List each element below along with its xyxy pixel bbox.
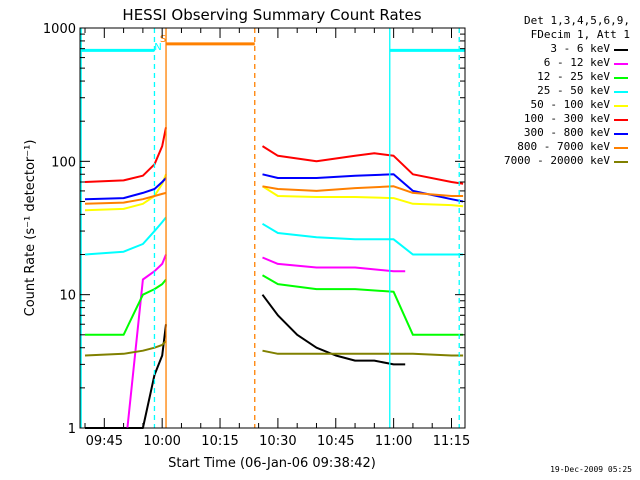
legend-label: 300 - 800 keV [523, 126, 610, 139]
legend-label: 25 - 50 keV [537, 84, 610, 97]
legend-swatch [614, 77, 628, 79]
series-line [84, 216, 464, 256]
timestamp-footer: 19-Dec-2009 05:25 [550, 465, 632, 474]
time-markers [80, 28, 460, 428]
legend-entry: 6 - 12 keV [486, 56, 636, 70]
legend-label: 800 - 7000 keV [517, 140, 610, 153]
marker-label: S [160, 34, 166, 45]
y-tick-label: 1000 [43, 22, 76, 37]
x-tick-label: 10:15 [201, 434, 238, 449]
series-line [84, 185, 464, 205]
legend-swatch [614, 133, 628, 135]
legend-swatch [614, 91, 628, 93]
legend-entry: 3 - 6 keV [486, 42, 636, 56]
y-tick-label: 10 [59, 289, 76, 304]
legend-swatch [614, 105, 628, 107]
y-tick-label: 100 [51, 155, 76, 170]
y-tick-label: 1 [68, 422, 76, 437]
x-tick-label: 10:00 [143, 434, 180, 449]
legend-swatch [614, 161, 628, 163]
x-axis-label: Start Time (06-Jan-06 09:38:42) [168, 456, 376, 471]
series-line [85, 274, 464, 336]
legend-entry: 25 - 50 keV [486, 84, 636, 98]
legend-entry: 100 - 300 keV [486, 112, 636, 126]
legend-entry: 7000 - 20000 keV [486, 154, 636, 168]
legend-entry: 300 - 800 keV [486, 126, 636, 140]
legend-entry: 12 - 25 keV [486, 70, 636, 84]
legend-label: 6 - 12 keV [543, 56, 610, 69]
plot-frame [79, 27, 466, 429]
chart-title: HESSI Observing Summary Count Rates [122, 6, 421, 24]
legend-header-line: FDecim 1, Att 1 [530, 28, 630, 41]
legend-label: 100 - 300 keV [523, 112, 610, 125]
series-line [84, 340, 464, 357]
x-tick-label: 11:00 [375, 434, 412, 449]
legend-header-line: Det 1,3,4,5,6,9, [524, 14, 630, 27]
x-tick-label: 10:45 [317, 434, 354, 449]
series-lines [84, 127, 464, 429]
x-tick-label: 09:45 [86, 434, 123, 449]
legend-label: 3 - 6 keV [550, 42, 610, 55]
legend-header: Det 1,3,4,5,6,9, FDecim 1, Att 1 [450, 14, 630, 42]
legend-swatch [614, 147, 628, 149]
axes: 1 10 100 1000 09:45 10:00 10:15 10:30 10:45 11:00… [43, 22, 470, 449]
legend-entry: 50 - 100 keV [486, 98, 636, 112]
legend-entry: 800 - 7000 keV [486, 140, 636, 154]
y-axis-label: Count Rate (s⁻¹ detector⁻¹) [23, 140, 38, 317]
legend: 3 - 6 keV 6 - 12 keV 12 - 25 keV 25 - 50 ke… [486, 42, 636, 168]
observing-markers: NS [80, 34, 465, 53]
marker-label: N [154, 42, 161, 53]
legend-label: 50 - 100 keV [530, 98, 610, 111]
x-tick-label: 11:15 [433, 434, 470, 449]
legend-label: 12 - 25 keV [537, 70, 610, 83]
x-tick-label: 10:30 [259, 434, 296, 449]
legend-label: 7000 - 20000 keV [504, 154, 610, 167]
series-line [84, 127, 464, 185]
legend-swatch [614, 119, 628, 121]
series-line [84, 173, 464, 203]
legend-swatch [614, 63, 628, 65]
legend-swatch [614, 49, 628, 51]
